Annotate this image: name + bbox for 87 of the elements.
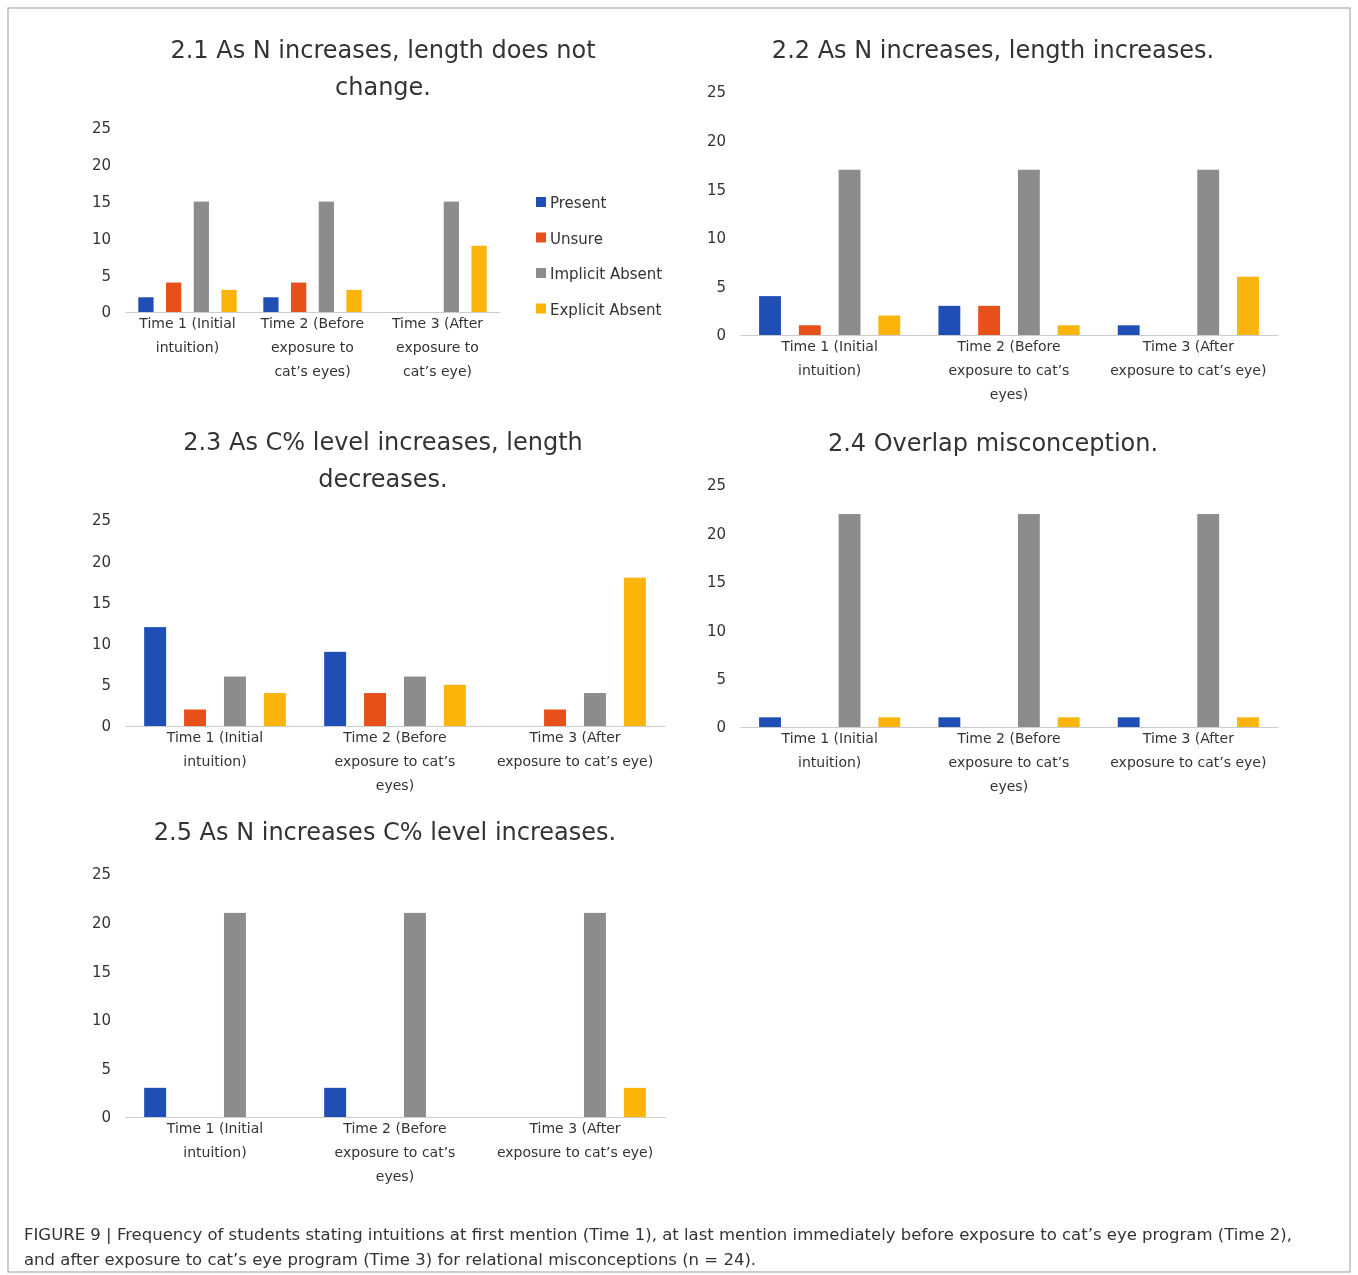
bar	[759, 296, 781, 335]
y-tick-label: 5	[101, 676, 111, 695]
y-tick-label: 15	[91, 962, 111, 981]
bar	[403, 676, 426, 726]
bar	[1057, 325, 1080, 335]
x-tick-label: Time 2 (Before exposure to cat’s eyes)	[259, 315, 365, 379]
y-tick-label: 10	[91, 1011, 111, 1030]
bar	[291, 282, 307, 312]
bar	[1117, 325, 1140, 335]
bar	[263, 297, 279, 312]
bar	[346, 289, 362, 312]
x-tick-label: Time 3 (After exposure to cat’s eye)	[496, 1120, 654, 1160]
bar	[221, 289, 237, 312]
x-tick-label: Time 3 (After exposure to cat’s eye)	[1110, 730, 1267, 770]
bar	[978, 305, 1001, 335]
x-tick-label: Time 1 (Initial intuition)	[165, 729, 264, 769]
y-tick-label: 20	[91, 913, 111, 932]
bar	[1197, 169, 1220, 335]
y-tick-label: 25	[706, 83, 726, 102]
chart-title: 2.2 As N increases, length increases.	[771, 36, 1215, 64]
bar	[144, 627, 167, 726]
chart-title: 2.5 As N increases C% level increases.	[153, 818, 617, 846]
bar	[184, 709, 207, 726]
x-tick-label: Time 3 (After exposure to cat’s eye)	[1110, 338, 1267, 378]
bar	[443, 684, 466, 726]
bar	[623, 577, 646, 726]
x-tick-label: Time 2 (Before exposure to cat’s eyes)	[334, 1120, 456, 1184]
y-tick-label: 0	[101, 303, 111, 322]
x-tick-label: Time 2 (Before exposure to cat’s eyes)	[334, 729, 456, 793]
bar	[443, 201, 459, 312]
y-tick-label: 5	[716, 277, 726, 296]
bar	[166, 282, 182, 312]
legend-label: Unsure	[550, 229, 603, 248]
y-tick-label: 10	[706, 621, 726, 640]
caption: FIGURE 9 | Frequency of students stating intuitions at first mention (Time 1), at last mention immediately before exposure to cat’s eye program (Time 2), and after exposure to cat’s eye program (Time 3) for relational misconceptions (n = 24).	[24, 1225, 1293, 1269]
bar	[878, 315, 901, 335]
bar	[544, 709, 567, 726]
x-tick-label: Time 3 (After exposure to cat’s eye)	[390, 315, 484, 379]
bar	[798, 325, 821, 335]
bar	[1237, 276, 1259, 335]
y-tick-label: 10	[706, 229, 726, 248]
y-tick-label: 10	[91, 229, 111, 248]
x-tick-label: Time 1 (Initial intuition)	[780, 730, 878, 770]
bar	[223, 676, 246, 726]
bar	[471, 245, 487, 312]
y-tick-label: 20	[91, 156, 111, 175]
y-tick-label: 20	[91, 552, 111, 571]
y-tick-label: 0	[716, 718, 726, 737]
y-tick-label: 15	[706, 573, 726, 592]
chart-title: 2.3 As C% level increases, length decreases.	[183, 428, 583, 493]
y-tick-label: 10	[91, 634, 111, 653]
bar	[1017, 169, 1040, 335]
bar	[838, 169, 861, 335]
x-tick-label: Time 1 (Initial intuition)	[138, 315, 236, 355]
y-tick-label: 25	[91, 119, 111, 138]
y-tick-label: 5	[101, 266, 111, 285]
x-tick-label: Time 1 (Initial intuition)	[780, 338, 878, 378]
bar	[583, 693, 606, 726]
legend-label: Explicit Absent	[550, 300, 662, 319]
y-tick-label: 15	[706, 180, 726, 199]
y-tick-label: 0	[101, 1108, 111, 1127]
x-tick-label: Time 2 (Before exposure to cat’s eyes)	[948, 730, 1070, 794]
y-tick-label: 20	[706, 524, 726, 543]
y-tick-label: 0	[716, 326, 726, 345]
y-tick-label: 20	[706, 131, 726, 150]
y-tick-label: 25	[91, 865, 111, 884]
bar	[364, 693, 387, 726]
legend-label: Implicit Absent	[550, 265, 663, 283]
y-tick-label: 5	[716, 669, 726, 688]
legend-label: Present	[550, 194, 607, 212]
bar	[138, 297, 154, 312]
y-tick-label: 15	[91, 192, 111, 211]
y-tick-label: 15	[91, 593, 111, 612]
bar	[193, 201, 209, 312]
bar	[324, 651, 347, 726]
bar	[263, 693, 286, 726]
y-tick-label: 0	[101, 717, 111, 736]
x-tick-label: Time 1 (Initial intuition)	[165, 1120, 264, 1160]
y-tick-label: 25	[91, 511, 111, 530]
x-tick-label: Time 2 (Before exposure to cat’s eyes)	[948, 338, 1070, 402]
x-tick-label: Time 3 (After exposure to cat’s eye)	[496, 729, 654, 769]
chart-title: 2.4 Overlap misconception.	[827, 429, 1159, 457]
bar	[938, 305, 961, 335]
bar	[318, 201, 334, 312]
y-tick-label: 5	[101, 1059, 111, 1078]
chart-title: 2.1 As N increases, length does not change.	[170, 36, 596, 101]
y-tick-label: 25	[706, 476, 726, 495]
